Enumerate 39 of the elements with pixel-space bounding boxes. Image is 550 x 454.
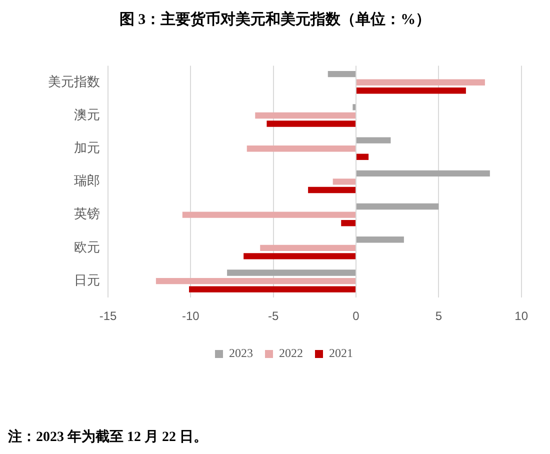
legend-label: 2021	[329, 346, 353, 360]
bar	[266, 120, 356, 127]
bar	[244, 253, 356, 260]
bar	[356, 79, 485, 86]
x-tick-label: -5	[268, 309, 279, 324]
y-tick-label: 瑞郎	[74, 173, 100, 188]
bar	[332, 178, 356, 185]
bar	[308, 186, 356, 194]
bar	[356, 137, 391, 144]
bar	[189, 286, 356, 292]
bar	[328, 70, 356, 78]
bar	[227, 270, 356, 276]
y-tick-label: 日元	[74, 272, 100, 288]
bar	[356, 236, 404, 243]
x-tick-label: 5	[435, 309, 442, 324]
bar	[356, 170, 490, 177]
bar	[356, 88, 466, 94]
y-tick-label: 澳元	[74, 106, 100, 122]
bar	[260, 244, 356, 252]
bar	[246, 145, 356, 152]
text: 注：2023 年为截至 12 月 22 日。	[8, 428, 208, 446]
y-tick-label: 加元	[74, 140, 100, 156]
legend-label: 2023	[229, 346, 253, 360]
y-tick-label: 美元指数	[48, 74, 100, 89]
x-tick-label: -15	[99, 309, 117, 324]
bar	[356, 203, 439, 210]
bar	[255, 112, 356, 119]
bar	[156, 278, 356, 284]
legend-label: 2022	[279, 346, 303, 360]
y-tick-label: 欧元	[74, 239, 100, 254]
x-tick-label: -10	[182, 309, 200, 324]
bar	[352, 104, 356, 110]
y-tick-label: 英镑	[74, 206, 100, 222]
bar	[341, 220, 356, 226]
x-tick-label: 0	[352, 309, 360, 324]
bar	[356, 154, 369, 160]
chart-title: 图 3：主要货币对美元和美元指数（单位：%）	[118, 10, 432, 29]
x-tick-label: 10	[514, 309, 528, 324]
bar	[182, 212, 356, 218]
